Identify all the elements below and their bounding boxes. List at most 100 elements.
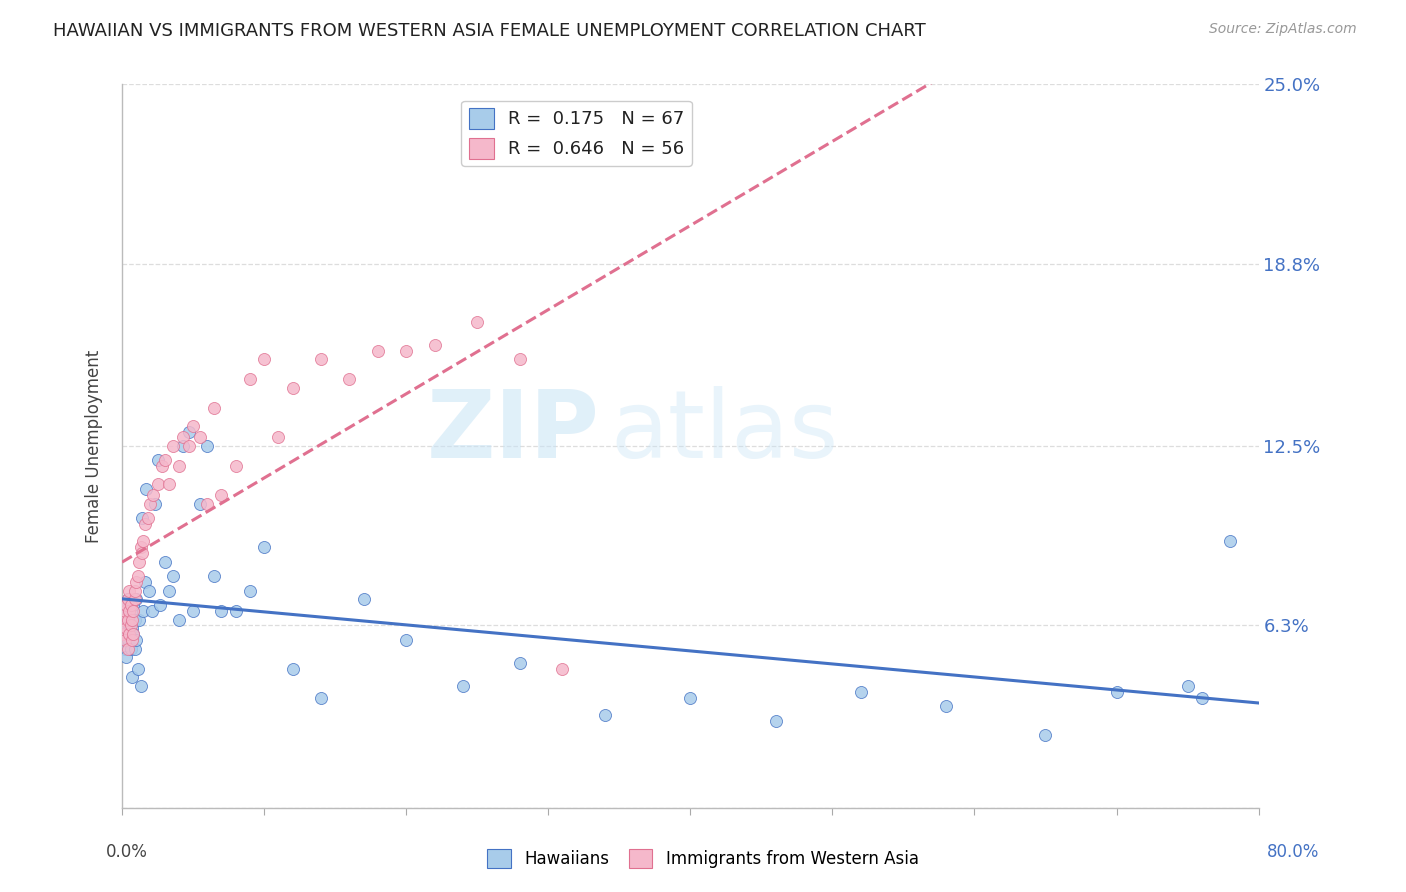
Point — [211, 604, 233, 618]
Point — [172, 439, 194, 453]
Point — [114, 641, 136, 656]
Point — [1219, 534, 1241, 549]
Point — [162, 569, 184, 583]
Point — [114, 618, 136, 632]
Text: ZIP: ZIP — [426, 385, 599, 477]
Point — [202, 401, 225, 416]
Point — [115, 598, 138, 612]
Point — [139, 497, 162, 511]
Point — [239, 583, 262, 598]
Point — [253, 541, 276, 555]
Point — [121, 613, 143, 627]
Point — [118, 604, 141, 618]
Point — [114, 632, 136, 647]
Point — [309, 690, 332, 705]
Point — [129, 541, 152, 555]
Point — [127, 569, 149, 583]
Point — [128, 613, 150, 627]
Legend: Hawaiians, Immigrants from Western Asia: Hawaiians, Immigrants from Western Asia — [481, 842, 925, 875]
Point — [125, 632, 148, 647]
Point — [309, 352, 332, 367]
Point — [188, 497, 211, 511]
Point — [132, 534, 155, 549]
Point — [451, 679, 474, 693]
Point — [122, 627, 145, 641]
Point — [181, 604, 204, 618]
Point — [124, 592, 146, 607]
Point — [117, 592, 139, 607]
Point — [188, 430, 211, 444]
Point — [509, 656, 531, 670]
Point — [849, 685, 872, 699]
Point — [115, 598, 138, 612]
Point — [157, 476, 180, 491]
Point — [679, 690, 702, 705]
Point — [509, 352, 531, 367]
Point — [129, 679, 152, 693]
Point — [124, 583, 146, 598]
Point — [935, 699, 957, 714]
Point — [118, 604, 141, 618]
Text: 0.0%: 0.0% — [105, 843, 148, 861]
Point — [465, 315, 488, 329]
Point — [1191, 690, 1213, 705]
Point — [593, 708, 616, 723]
Point — [115, 627, 138, 641]
Point — [281, 381, 304, 395]
Point — [114, 604, 136, 618]
Point — [115, 621, 138, 635]
Point — [120, 641, 142, 656]
Point — [118, 627, 141, 641]
Point — [225, 459, 247, 474]
Point — [115, 650, 138, 665]
Point — [153, 555, 176, 569]
Point — [1177, 679, 1199, 693]
Point — [138, 583, 160, 598]
Point — [117, 641, 139, 656]
Point — [120, 618, 142, 632]
Point — [131, 511, 153, 525]
Point — [120, 598, 142, 612]
Point — [211, 488, 233, 502]
Point — [136, 511, 159, 525]
Point — [121, 621, 143, 635]
Point — [117, 613, 139, 627]
Point — [114, 604, 136, 618]
Point — [253, 352, 276, 367]
Point — [395, 343, 418, 358]
Text: atlas: atlas — [610, 385, 839, 477]
Point — [146, 453, 169, 467]
Point — [117, 613, 139, 627]
Point — [239, 372, 262, 386]
Point — [124, 641, 146, 656]
Point — [172, 430, 194, 444]
Point — [125, 574, 148, 589]
Point — [112, 632, 135, 647]
Legend: R =  0.175   N = 67, R =  0.646   N = 56: R = 0.175 N = 67, R = 0.646 N = 56 — [461, 101, 692, 166]
Point — [551, 662, 574, 676]
Point — [122, 598, 145, 612]
Point — [202, 569, 225, 583]
Point — [112, 613, 135, 627]
Point — [118, 618, 141, 632]
Point — [143, 497, 166, 511]
Point — [765, 714, 787, 728]
Point — [195, 497, 218, 511]
Point — [395, 632, 418, 647]
Point — [117, 592, 139, 607]
Point — [132, 604, 155, 618]
Point — [195, 439, 218, 453]
Point — [149, 598, 172, 612]
Y-axis label: Female Unemployment: Female Unemployment — [86, 350, 103, 542]
Point — [177, 425, 200, 439]
Text: Source: ZipAtlas.com: Source: ZipAtlas.com — [1209, 22, 1357, 37]
Point — [157, 583, 180, 598]
Point — [162, 439, 184, 453]
Point — [112, 627, 135, 641]
Point — [1035, 728, 1057, 742]
Point — [127, 662, 149, 676]
Point — [124, 613, 146, 627]
Point — [118, 583, 141, 598]
Text: 80.0%: 80.0% — [1267, 843, 1319, 861]
Point — [131, 546, 153, 560]
